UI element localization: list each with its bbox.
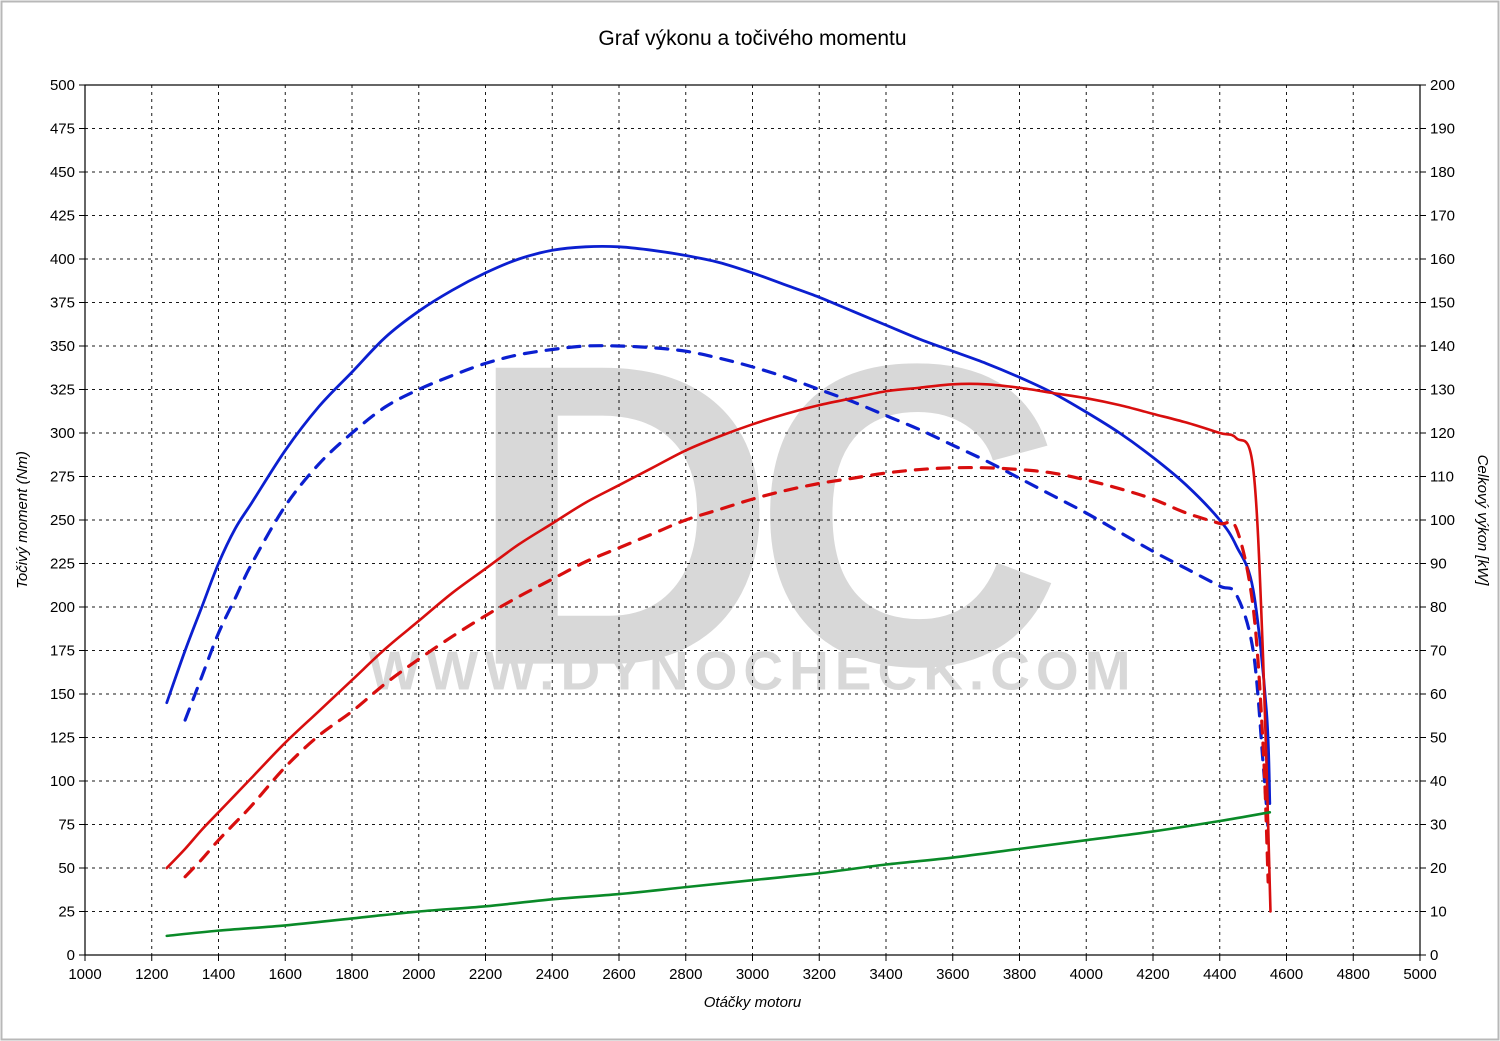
svg-text:5000: 5000 xyxy=(1403,966,1436,983)
svg-text:500: 500 xyxy=(50,77,75,94)
svg-text:200: 200 xyxy=(1430,77,1455,94)
svg-text:190: 190 xyxy=(1430,121,1455,138)
svg-text:180: 180 xyxy=(1430,164,1455,181)
svg-text:80: 80 xyxy=(1430,599,1447,616)
svg-text:70: 70 xyxy=(1430,643,1447,660)
svg-text:120: 120 xyxy=(1430,425,1455,442)
svg-text:30: 30 xyxy=(1430,817,1447,834)
svg-text:50: 50 xyxy=(58,860,75,877)
svg-text:125: 125 xyxy=(50,730,75,747)
svg-text:Celkový výkon [kW]: Celkový výkon [kW] xyxy=(1474,455,1491,587)
svg-text:100: 100 xyxy=(1430,512,1455,529)
svg-text:350: 350 xyxy=(50,338,75,355)
svg-text:10: 10 xyxy=(1430,904,1447,921)
svg-text:75: 75 xyxy=(58,817,75,834)
svg-text:4200: 4200 xyxy=(1136,966,1169,983)
watermark: DCWWW.DYNOCHECK.COM xyxy=(368,276,1136,756)
svg-text:3600: 3600 xyxy=(936,966,969,983)
svg-text:170: 170 xyxy=(1430,208,1455,225)
svg-text:0: 0 xyxy=(67,947,75,964)
svg-text:2200: 2200 xyxy=(469,966,502,983)
svg-text:Točivý moment (Nm): Točivý moment (Nm) xyxy=(14,451,31,589)
svg-text:2800: 2800 xyxy=(669,966,702,983)
svg-text:450: 450 xyxy=(50,164,75,181)
dyno-chart: DCWWW.DYNOCHECK.COM100012001400160018002… xyxy=(0,0,1500,1041)
svg-text:140: 140 xyxy=(1430,338,1455,355)
svg-text:4600: 4600 xyxy=(1270,966,1303,983)
svg-text:160: 160 xyxy=(1430,251,1455,268)
svg-text:4400: 4400 xyxy=(1203,966,1236,983)
svg-text:1800: 1800 xyxy=(335,966,368,983)
svg-text:Otáčky motoru: Otáčky motoru xyxy=(704,994,802,1011)
svg-text:400: 400 xyxy=(50,251,75,268)
svg-text:3800: 3800 xyxy=(1003,966,1036,983)
svg-text:130: 130 xyxy=(1430,382,1455,399)
svg-text:4800: 4800 xyxy=(1337,966,1370,983)
svg-text:4000: 4000 xyxy=(1070,966,1103,983)
svg-text:150: 150 xyxy=(1430,295,1455,312)
svg-text:0: 0 xyxy=(1430,947,1438,964)
svg-text:2400: 2400 xyxy=(536,966,569,983)
svg-text:250: 250 xyxy=(50,512,75,529)
svg-text:225: 225 xyxy=(50,556,75,573)
svg-text:150: 150 xyxy=(50,686,75,703)
svg-text:2600: 2600 xyxy=(602,966,635,983)
svg-text:375: 375 xyxy=(50,295,75,312)
svg-text:40: 40 xyxy=(1430,773,1447,790)
svg-text:275: 275 xyxy=(50,469,75,486)
svg-text:50: 50 xyxy=(1430,730,1447,747)
svg-text:90: 90 xyxy=(1430,556,1447,573)
svg-text:325: 325 xyxy=(50,382,75,399)
svg-text:Graf výkonu a točivého momentu: Graf výkonu a točivého momentu xyxy=(598,27,906,50)
svg-text:2000: 2000 xyxy=(402,966,435,983)
svg-text:110: 110 xyxy=(1430,469,1454,486)
svg-text:425: 425 xyxy=(50,208,75,225)
svg-text:3000: 3000 xyxy=(736,966,769,983)
svg-text:475: 475 xyxy=(50,121,75,138)
svg-text:3400: 3400 xyxy=(869,966,902,983)
svg-text:60: 60 xyxy=(1430,686,1447,703)
svg-text:300: 300 xyxy=(50,425,75,442)
svg-text:20: 20 xyxy=(1430,860,1447,877)
svg-text:100: 100 xyxy=(50,773,75,790)
svg-text:1400: 1400 xyxy=(202,966,235,983)
svg-text:1000: 1000 xyxy=(68,966,101,983)
svg-text:3200: 3200 xyxy=(803,966,836,983)
svg-text:175: 175 xyxy=(50,643,75,660)
svg-text:25: 25 xyxy=(58,904,75,921)
svg-text:1600: 1600 xyxy=(269,966,302,983)
svg-text:1200: 1200 xyxy=(135,966,168,983)
svg-text:WWW.DYNOCHECK.COM: WWW.DYNOCHECK.COM xyxy=(368,640,1136,702)
svg-text:200: 200 xyxy=(50,599,75,616)
chart-svg: DCWWW.DYNOCHECK.COM100012001400160018002… xyxy=(0,0,1500,1041)
